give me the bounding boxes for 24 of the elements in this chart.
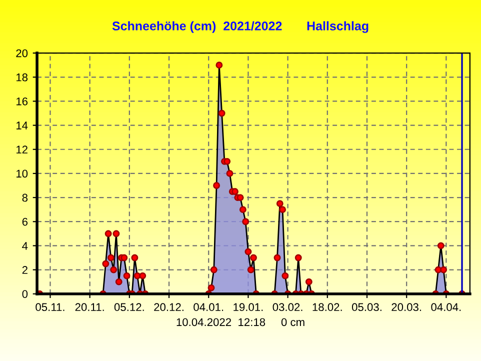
y-tick-label: 16 xyxy=(16,97,28,106)
y-tick-label: 0 xyxy=(22,290,28,298)
x-tick-label: 05.03. xyxy=(352,303,382,312)
chart-title: Schneehöhe (cm) 2021/2022 Hallschlag xyxy=(112,21,368,33)
x-tick-label: 20.03. xyxy=(392,303,422,312)
text: 10.04.2022 12:18 0 cm xyxy=(176,318,304,326)
y-tick-label: 8 xyxy=(22,194,28,202)
y-tick-label: 6 xyxy=(22,218,28,226)
x-tick-label: 19.01. xyxy=(234,303,263,312)
x-tick-label: 05.11. xyxy=(36,303,64,312)
x-tick-label: 04.04. xyxy=(431,303,461,312)
y-tick-label: 4 xyxy=(22,242,28,250)
x-tick-label: 04.01. xyxy=(194,303,224,312)
y-tick-label: 18 xyxy=(16,73,28,82)
y-tick-label: 20 xyxy=(16,49,28,58)
x-tick-label: 20.12. xyxy=(154,303,184,312)
y-tick-label: 2 xyxy=(22,266,28,274)
y-tick-label: 10 xyxy=(16,170,28,178)
y-tick-label: 14 xyxy=(16,122,28,130)
y-tick-label: 12 xyxy=(16,146,28,154)
x-tick-label: 03.02. xyxy=(272,303,302,312)
x-tick-label: 05.12. xyxy=(114,303,144,312)
x-tick-label: 20.11. xyxy=(75,303,104,312)
x-tick-label: 18.02. xyxy=(312,303,342,312)
